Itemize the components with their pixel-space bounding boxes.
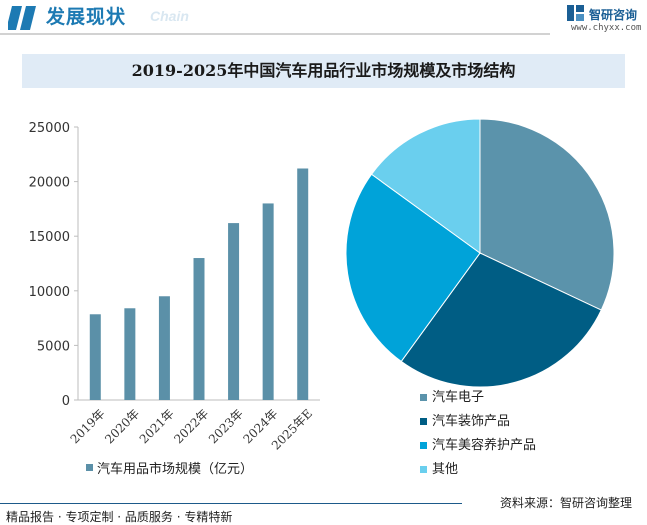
bar-legend: 汽车用品市场规模（亿元） <box>86 458 253 477</box>
pie-legend-swatch <box>420 394 427 401</box>
pie-chart <box>345 118 615 388</box>
section-title: 发展现状 <box>46 6 127 28</box>
brand-url: www.chyxx.com <box>571 23 642 33</box>
header-bars-icon <box>8 6 36 30</box>
pie-legend-item: 汽车装饰产品 <box>420 410 536 434</box>
y-tick-label: 25000 <box>29 121 70 136</box>
bar-chart: 0 5000 10000 15000 20000 25000 2019年2020年2021年… <box>29 121 320 453</box>
pie-legend-label: 其他 <box>432 462 459 477</box>
brand: 智研咨询 www.chyxx.com <box>566 4 646 34</box>
pie-legend-swatch <box>420 442 427 449</box>
x-tick-label: 2020年 <box>102 406 142 446</box>
pie-legend-item: 其他 <box>420 458 536 482</box>
section-subtitle: Chain <box>150 8 189 24</box>
brand-logo-icon <box>567 5 584 21</box>
y-tick-label: 10000 <box>29 285 70 300</box>
bar <box>262 203 274 400</box>
bar <box>124 308 136 400</box>
pie-slice <box>345 173 481 363</box>
bar-legend-label: 汽车用品市场规模（亿元） <box>97 462 254 477</box>
pie-legend-label: 汽车美容养护产品 <box>432 438 537 453</box>
header-divider <box>0 33 550 35</box>
chart-title-band: 2019-2025年中国汽车用品行业市场规模及市场结构 <box>22 54 625 88</box>
pie-legend-swatch <box>420 466 427 473</box>
x-tick-label: 2019年 <box>68 406 108 446</box>
x-tick-label: 2023年 <box>206 406 246 446</box>
brand-name: 智研咨询 <box>589 8 638 22</box>
pie-legend-item: 汽车美容养护产品 <box>420 434 536 458</box>
footer-source: 资料来源：智研咨询整理 <box>500 496 633 510</box>
pie-legend-label: 汽车电子 <box>432 390 485 405</box>
footer-tagline: 精品报告 · 专项定制 · 品质服务 · 专精特新 <box>6 510 233 524</box>
pie-slice <box>400 252 602 388</box>
bar <box>89 314 101 400</box>
bar <box>193 258 205 400</box>
pie-legend-swatch <box>420 418 427 425</box>
bar <box>158 296 170 400</box>
pie-slice <box>479 118 615 311</box>
y-tick-label: 15000 <box>29 230 70 245</box>
y-tick-label: 20000 <box>29 176 70 191</box>
footer-divider <box>0 503 462 504</box>
x-tick-label: 2022年 <box>171 406 211 446</box>
pie-slice <box>370 118 481 254</box>
y-tick-label: 5000 <box>37 339 70 354</box>
chart-title: 2019-2025年中国汽车用品行业市场规模及市场结构 <box>131 61 516 80</box>
y-tick-label: 0 <box>62 394 70 409</box>
pie-legend-item: 汽车电子 <box>420 386 536 410</box>
bar <box>297 168 309 400</box>
bar <box>228 223 240 400</box>
pie-legend-label: 汽车装饰产品 <box>432 414 511 429</box>
bar-legend-swatch <box>86 464 93 471</box>
pie-legend: 汽车电子 汽车装饰产品 汽车美容养护产品 其他 <box>420 386 536 482</box>
header: 发展现状 Chain 智研咨询 www.chyxx.com <box>0 0 647 36</box>
x-tick-label: 2021年 <box>137 406 177 446</box>
